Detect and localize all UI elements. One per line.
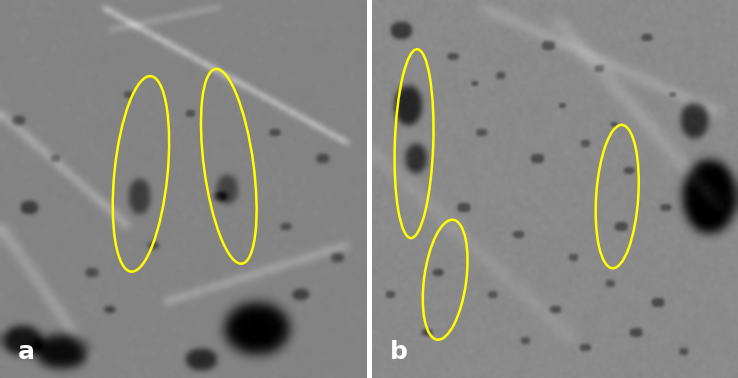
Text: b: b	[390, 340, 408, 364]
Text: a: a	[18, 340, 35, 364]
